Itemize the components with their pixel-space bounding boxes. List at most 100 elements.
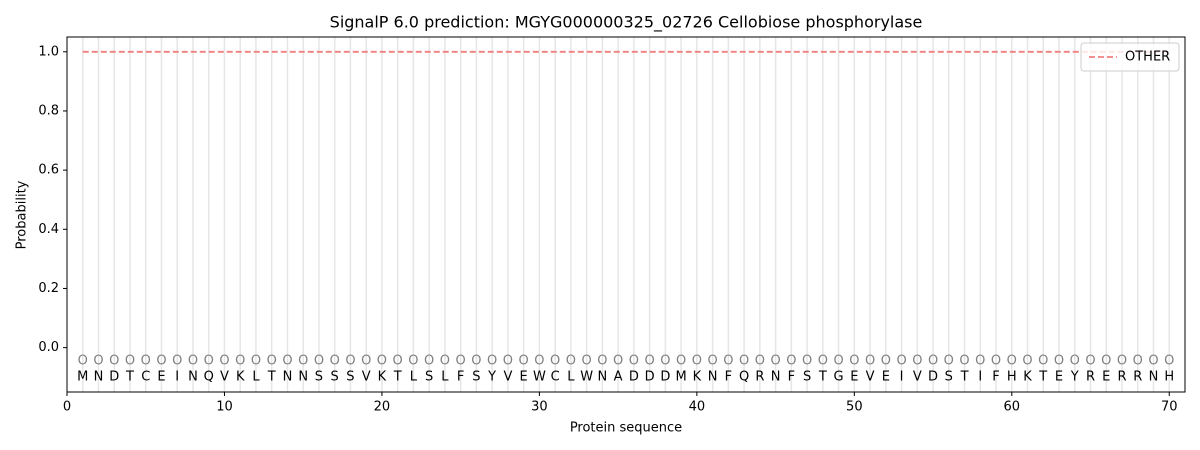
residue-letter: R <box>1133 370 1142 385</box>
predicted-label: O <box>707 354 717 369</box>
residue-letter: E <box>1102 370 1110 385</box>
residue-letter: Q <box>204 370 214 385</box>
residue-letter: E <box>850 370 858 385</box>
x-axis-label: Protein sequence <box>570 421 682 436</box>
residue-letter: T <box>125 370 134 385</box>
residue-letter: V <box>362 370 371 385</box>
residue-letter: G <box>834 370 844 385</box>
residue-letter: I <box>175 370 179 385</box>
residue-letter: R <box>1086 370 1095 385</box>
residue-letter: K <box>693 370 702 385</box>
residue-letter: D <box>660 370 670 385</box>
predicted-label: O <box>361 354 371 369</box>
residue-letter: S <box>315 370 323 385</box>
y-tick-label: 0.6 <box>38 163 59 178</box>
residue-letter: N <box>94 370 104 385</box>
predicted-label: O <box>1148 354 1158 369</box>
residue-letter: L <box>410 370 418 385</box>
predicted-label: O <box>1085 354 1095 369</box>
residue-letter: T <box>393 370 402 385</box>
residue-letter: K <box>236 370 245 385</box>
predicted-label: O <box>267 354 277 369</box>
residue-letter: E <box>882 370 890 385</box>
predicted-label: O <box>1133 354 1143 369</box>
residue-letter: C <box>551 370 560 385</box>
residue-letter: H <box>1007 370 1017 385</box>
predicted-label: O <box>172 354 182 369</box>
residue-letter: Y <box>1070 370 1079 385</box>
residue-letter: F <box>457 370 464 385</box>
residue-letter: L <box>567 370 575 385</box>
predicted-label: O <box>1022 354 1032 369</box>
predicted-label: O <box>566 354 576 369</box>
residue-letter: E <box>1055 370 1063 385</box>
predicted-label: O <box>471 354 481 369</box>
residue-letter: L <box>441 370 449 385</box>
residue-letter: S <box>472 370 480 385</box>
residue-letter: E <box>157 370 165 385</box>
legend-box <box>1080 42 1180 72</box>
predicted-label: O <box>865 354 875 369</box>
residue-letter: F <box>788 370 795 385</box>
predicted-label: O <box>534 354 544 369</box>
predicted-label: O <box>597 354 607 369</box>
x-tick-label: 60 <box>1004 400 1021 415</box>
residue-letter: K <box>1023 370 1032 385</box>
predicted-label: O <box>723 354 733 369</box>
residue-letter: T <box>267 370 276 385</box>
y-axis-label: Probability <box>15 180 30 249</box>
residue-letter: N <box>298 370 308 385</box>
predicted-label: O <box>550 354 560 369</box>
residue-letter: K <box>378 370 387 385</box>
residue-letter: R <box>755 370 764 385</box>
predicted-label: O <box>1164 354 1174 369</box>
predicted-label: O <box>219 354 229 369</box>
residue-letter: N <box>598 370 608 385</box>
chart-title: SignalP 6.0 prediction: MGYG000000325_02… <box>330 13 923 33</box>
predicted-label: O <box>770 354 780 369</box>
x-tick-label: 40 <box>689 400 706 415</box>
residue-letter: F <box>992 370 999 385</box>
y-tick-label: 0.8 <box>38 103 59 118</box>
predicted-label: O <box>786 354 796 369</box>
predicted-label: O <box>393 354 403 369</box>
residue-letter: W <box>580 370 593 385</box>
residue-letter: E <box>520 370 528 385</box>
predicted-label: O <box>755 354 765 369</box>
predicted-label: O <box>833 354 843 369</box>
predicted-label: O <box>456 354 466 369</box>
x-tick-label: 70 <box>1161 400 1178 415</box>
predicted-label: O <box>141 354 151 369</box>
predicted-label: O <box>975 354 985 369</box>
plot-frame <box>66 36 1186 393</box>
predicted-label: O <box>613 354 623 369</box>
predicted-label: O <box>1070 354 1080 369</box>
predicted-label: O <box>78 354 88 369</box>
predicted-label: O <box>1101 354 1111 369</box>
predicted-label: O <box>1007 354 1017 369</box>
predicted-label: O <box>188 354 198 369</box>
predicted-label: O <box>424 354 434 369</box>
residue-letter: C <box>141 370 150 385</box>
residue-letter: T <box>1038 370 1047 385</box>
predicted-label: O <box>156 354 166 369</box>
predicted-label: O <box>440 354 450 369</box>
predicted-label: O <box>93 354 103 369</box>
predicted-label: O <box>944 354 954 369</box>
residue-letter: S <box>945 370 953 385</box>
predicted-label: O <box>928 354 938 369</box>
predicted-label: O <box>125 354 135 369</box>
predicted-label: O <box>959 354 969 369</box>
predicted-label: O <box>849 354 859 369</box>
residue-letter: H <box>1164 370 1174 385</box>
residue-letter: V <box>220 370 229 385</box>
residue-letter: M <box>676 370 687 385</box>
predicted-label: O <box>739 354 749 369</box>
residue-letter: D <box>109 370 119 385</box>
predicted-label: O <box>377 354 387 369</box>
predicted-label: O <box>676 354 686 369</box>
residue-letter: F <box>725 370 732 385</box>
predicted-label: O <box>1038 354 1048 369</box>
predicted-label: O <box>503 354 513 369</box>
